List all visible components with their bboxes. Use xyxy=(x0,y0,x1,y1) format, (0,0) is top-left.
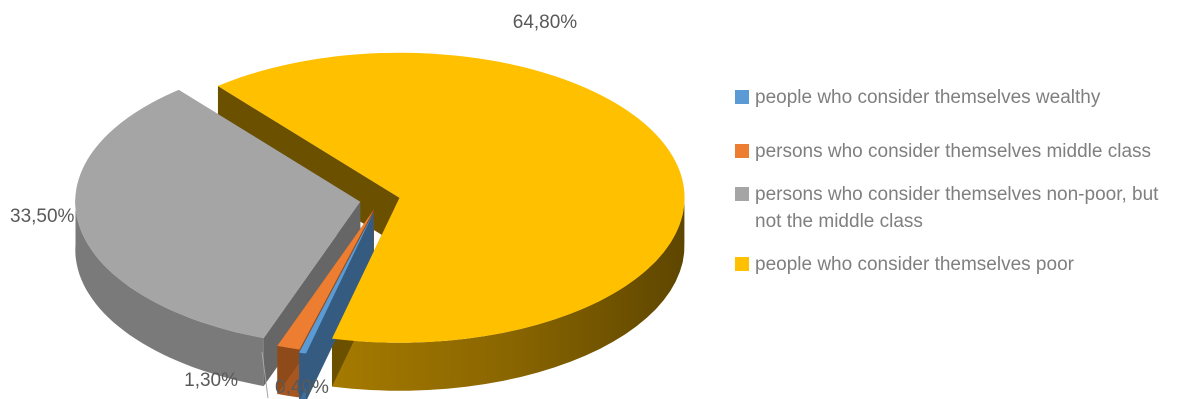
slice-top-middle-class xyxy=(277,209,374,350)
slice-top-poor xyxy=(217,52,685,343)
data-label-non-poor: 33,50% xyxy=(10,206,75,227)
legend-item-poor: people who consider themselves poor xyxy=(735,251,1175,278)
slice-cut-middle-class-1 xyxy=(277,209,374,394)
data-label-poor: 64,80% xyxy=(513,12,578,33)
legend: people who consider themselves wealthy p… xyxy=(735,84,1175,278)
slice-side-non-poor xyxy=(75,196,264,387)
legend-item-middle-class: persons who consider themselves middle c… xyxy=(735,138,1175,165)
legend-swatch-poor xyxy=(735,257,749,271)
slice-cut-wealthy-1 xyxy=(299,212,374,399)
legend-label-wealthy: people who consider themselves wealthy xyxy=(755,87,1101,108)
slice-top-non-poor xyxy=(75,89,361,339)
legend-label-non-poor: persons who consider themselves non-poor… xyxy=(755,184,1159,232)
leader-line-wealthy xyxy=(261,351,269,399)
slice-side-poor xyxy=(332,194,685,391)
legend-swatch-middle-class xyxy=(735,144,749,158)
legend-item-wealthy: people who consider themselves wealthy xyxy=(735,84,1175,111)
data-label-middle-class: 1,30% xyxy=(184,370,238,391)
legend-swatch-wealthy xyxy=(735,90,749,104)
legend-label-middle-class: persons who consider themselves middle c… xyxy=(755,141,1152,162)
legend-label-poor: people who consider themselves poor xyxy=(755,254,1074,275)
slice-top-wealthy xyxy=(299,212,374,354)
legend-swatch-non-poor xyxy=(735,187,749,201)
data-label-wealthy: 0,40% xyxy=(275,377,329,398)
legend-item-non-poor: persons who consider themselves non-poor… xyxy=(735,181,1175,235)
